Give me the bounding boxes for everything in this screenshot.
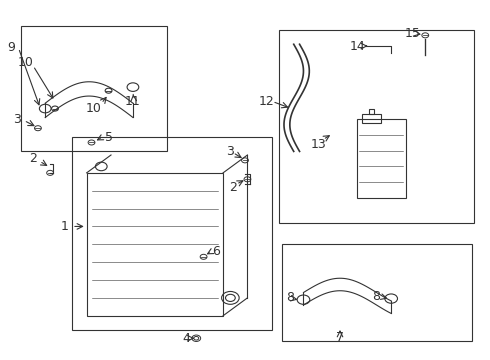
Text: 4: 4 xyxy=(183,333,191,346)
Text: 13: 13 xyxy=(310,138,326,151)
Text: 8: 8 xyxy=(372,289,381,303)
Text: 2: 2 xyxy=(229,181,237,194)
Bar xyxy=(279,30,474,223)
Text: 15: 15 xyxy=(405,27,421,40)
Text: 5: 5 xyxy=(104,131,113,144)
Text: 7: 7 xyxy=(336,332,344,345)
Text: 12: 12 xyxy=(259,95,275,108)
Text: 8: 8 xyxy=(286,291,294,305)
Text: 9: 9 xyxy=(7,41,15,54)
Bar xyxy=(21,26,167,152)
Text: 1: 1 xyxy=(61,220,69,233)
Bar xyxy=(369,109,374,114)
Bar xyxy=(282,244,471,341)
Text: 11: 11 xyxy=(125,95,141,108)
Bar xyxy=(72,137,272,330)
Text: 14: 14 xyxy=(349,40,365,53)
Bar xyxy=(357,119,406,198)
Text: 10: 10 xyxy=(86,102,102,115)
Text: 10: 10 xyxy=(18,55,34,69)
Text: 2: 2 xyxy=(29,152,37,165)
Text: 3: 3 xyxy=(226,145,234,158)
Text: 3: 3 xyxy=(14,113,22,126)
Bar xyxy=(362,114,381,123)
Bar xyxy=(87,173,223,316)
Text: 6: 6 xyxy=(212,245,220,258)
